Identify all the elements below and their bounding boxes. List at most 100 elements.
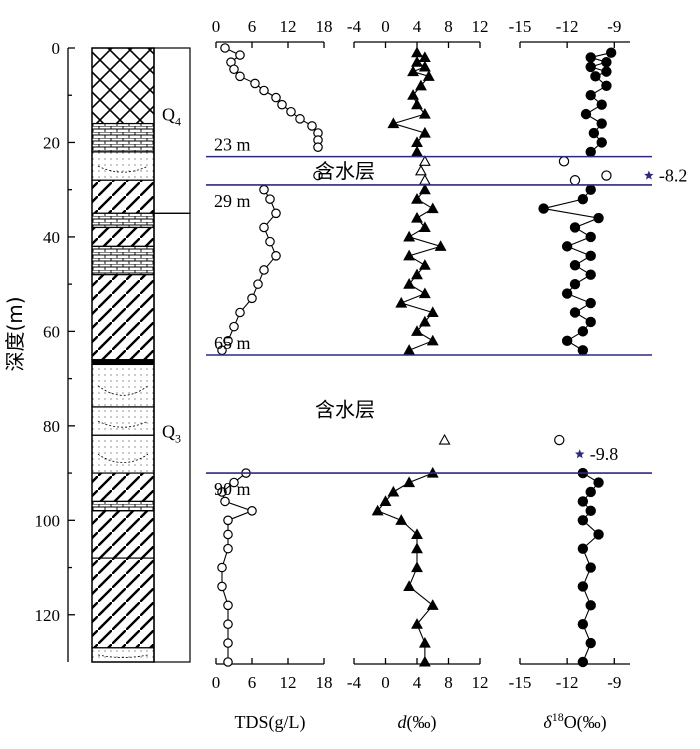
- x-axis-label: δ18O(‰): [543, 710, 606, 733]
- data-point-dot: [577, 581, 589, 592]
- data-point-dot: [561, 288, 573, 299]
- x-tick-label: 6: [248, 17, 257, 36]
- data-point-circle: [307, 121, 317, 131]
- data-point-triangle: [434, 240, 447, 251]
- data-point-triangle: [411, 325, 423, 336]
- strat-unit-letter: Q: [162, 422, 175, 442]
- data-point-triangle: [411, 211, 423, 223]
- depth-tick-label: 80: [43, 417, 60, 436]
- strat-lens: [97, 420, 149, 428]
- data-point-triangle: [379, 495, 392, 506]
- aquifer-name: 含水层: [315, 159, 375, 183]
- strat-unit-label: Q4: [162, 105, 181, 129]
- strat-layer-diagonal: [91, 179, 155, 214]
- data-point-circle: [265, 194, 275, 204]
- data-point-dot: [569, 222, 581, 233]
- star-value-label: -8.2: [659, 166, 688, 186]
- x-tick-label: -12: [556, 673, 579, 692]
- x-axis-label-part: 18: [552, 710, 564, 724]
- x-tick-label: -4: [347, 17, 362, 36]
- star-value-label: -9.8: [590, 444, 619, 464]
- data-point-dot: [601, 66, 612, 77]
- depth-tick-label: 0: [52, 39, 61, 58]
- strat-layer-brick: [91, 500, 155, 512]
- data-point-dot: [538, 203, 549, 214]
- data-point-dot: [596, 99, 607, 110]
- strat-layer-dots: [91, 647, 155, 663]
- data-point-dot: [577, 656, 589, 668]
- data-point-circle: [223, 619, 233, 630]
- data-point-triangle: [411, 145, 423, 157]
- x-tick-label: 8: [444, 673, 453, 692]
- data-point-dot: [601, 170, 612, 181]
- strat-lens: [97, 453, 149, 464]
- data-point-triangle: [418, 259, 431, 270]
- data-point-triangle: [411, 268, 423, 280]
- data-point-circle: [220, 496, 230, 507]
- data-point-circle: [259, 184, 269, 195]
- x-tick-label: -9: [607, 17, 621, 36]
- data-point-dot: [593, 529, 604, 540]
- x-axis-label-part: (‰): [407, 712, 437, 733]
- x-axis-label: d(‰): [398, 712, 437, 733]
- data-point-circle: [271, 92, 281, 103]
- data-point-dot: [577, 193, 589, 205]
- aquifer-top-depth-label: 23 m: [214, 135, 251, 155]
- data-point-triangle: [415, 164, 427, 176]
- data-point-circle: [223, 515, 233, 526]
- data-point-dot: [580, 108, 592, 120]
- data-point-triangle: [411, 542, 423, 554]
- data-point-circle: [259, 85, 269, 96]
- data-point-triangle: [411, 56, 423, 67]
- data-point-triangle: [418, 174, 431, 185]
- data-point-circle: [250, 78, 260, 89]
- aquifer-top-depth-label: 65 m: [214, 333, 251, 353]
- data-point-circle: [229, 477, 239, 488]
- data-point-dot: [577, 345, 589, 356]
- data-point-triangle: [415, 79, 427, 91]
- x-axis-label-part: δ: [543, 712, 552, 732]
- data-point-triangle: [426, 306, 439, 318]
- data-point-triangle: [411, 528, 423, 540]
- data-point-triangle: [418, 315, 431, 327]
- x-tick-label: 0: [381, 17, 390, 36]
- strat-unit-subscript: 4: [175, 115, 181, 129]
- strat-unit-box: [153, 47, 191, 214]
- data-point-dot: [585, 562, 596, 573]
- data-point-circle: [247, 293, 257, 304]
- data-point-circle: [235, 307, 245, 318]
- x-axis-label-part: d: [398, 712, 408, 732]
- data-point-circle: [277, 99, 287, 110]
- data-point-triangle: [411, 561, 423, 573]
- strat-layer-diagonal: [91, 472, 155, 503]
- data-point-dot: [569, 260, 581, 271]
- x-tick-label: 4: [413, 17, 422, 36]
- data-point-dot: [605, 47, 617, 58]
- data-point-circle: [223, 529, 233, 540]
- data-point-triangle: [411, 46, 423, 58]
- data-point-dot: [558, 156, 570, 167]
- strat-unit-label: Q3: [162, 422, 181, 446]
- x-tick-label: -12: [556, 17, 579, 36]
- x-tick-label: 12: [472, 673, 489, 692]
- data-point-triangle: [407, 89, 419, 100]
- data-point-circle: [313, 170, 323, 181]
- data-point-circle: [223, 657, 233, 667]
- data-point-triangle: [418, 655, 431, 667]
- data-point-dot: [561, 241, 573, 252]
- data-point-dot: [585, 90, 596, 101]
- data-point-circle: [223, 336, 233, 346]
- x-tick-label: -4: [347, 673, 362, 692]
- data-point-circle: [253, 279, 263, 289]
- data-point-triangle: [403, 476, 416, 488]
- data-point-triangle: [403, 278, 416, 289]
- x-tick-label: 4: [413, 673, 422, 692]
- aquifer-bottom-depth-label: 29 m: [214, 191, 251, 211]
- data-point-dot: [569, 278, 581, 290]
- data-point-triangle: [411, 618, 423, 629]
- aquifer-bottom-depth-label: 90 m: [214, 479, 251, 499]
- data-point-triangle: [418, 126, 431, 138]
- data-point-circle: [229, 64, 239, 75]
- depth-tick-label: 100: [35, 511, 61, 530]
